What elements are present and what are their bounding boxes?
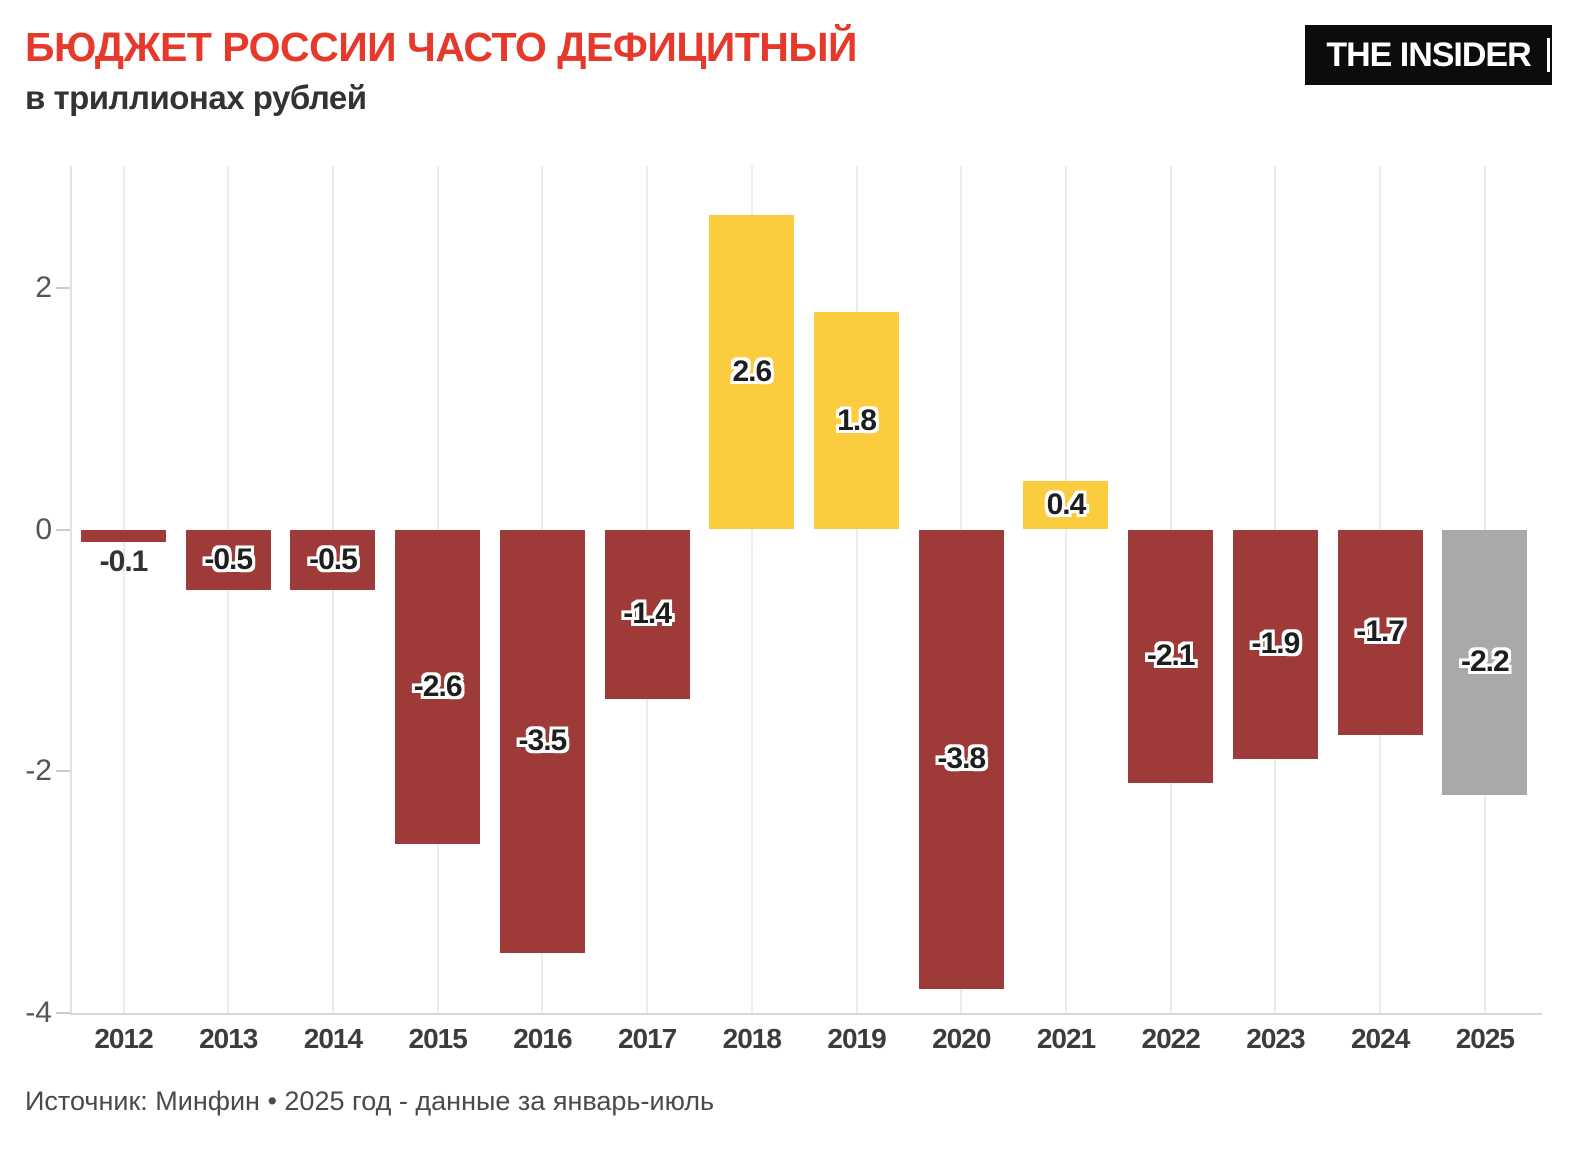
the-insider-logo: THE INSIDER — [1305, 25, 1552, 85]
value-label-2013: -0.5 — [204, 542, 253, 576]
bar-2013 — [185, 529, 271, 590]
value-label-2022: -2.1 — [1146, 639, 1196, 673]
bar-2016 — [499, 529, 585, 953]
bar-2017 — [604, 529, 690, 699]
value-label-2015: -2.6 — [413, 669, 463, 703]
value-label-2024: -1.7 — [1356, 615, 1405, 649]
gridline-2019 — [855, 166, 858, 1013]
x-axis-label-2013: 2013 — [199, 1023, 258, 1054]
gridline-2021 — [1064, 166, 1067, 1013]
x-axis-label-2024: 2024 — [1350, 1023, 1410, 1054]
value-label-2018: 2.6 — [732, 355, 772, 389]
x-axis-label-2023: 2023 — [1246, 1023, 1305, 1054]
bar-2012 — [81, 529, 166, 542]
value-label-2025: -2.2 — [1461, 645, 1510, 679]
logo-cursor-bar — [1547, 38, 1550, 72]
y-axis-line — [70, 166, 72, 1015]
bar-2024 — [1337, 529, 1423, 736]
bar-2021 — [1023, 481, 1109, 530]
x-axis-label-2016: 2016 — [513, 1023, 572, 1054]
x-axis-label-2019: 2019 — [827, 1023, 886, 1054]
y-axis-label: 0 — [35, 512, 52, 546]
value-label-2016: -3.5 — [518, 724, 568, 758]
source-note: Источник: Минфин • 2025 год - данные за … — [25, 1086, 715, 1116]
y-axis-label: -2 — [25, 754, 52, 788]
value-label-2019: 1.8 — [837, 403, 877, 437]
bar-2015 — [395, 529, 481, 844]
logo-text: THE INSIDER — [1326, 35, 1531, 74]
x-axis-label-2015: 2015 — [408, 1023, 468, 1054]
y-tick-0 — [56, 528, 70, 531]
x-axis-label-2017: 2017 — [617, 1023, 677, 1054]
bar-2022 — [1128, 529, 1214, 784]
value-label-2020: -3.8 — [937, 742, 986, 776]
value-label-2023: -1.9 — [1251, 627, 1301, 661]
x-axis-label-2018: 2018 — [722, 1023, 782, 1054]
value-label-2014: -0.5 — [309, 542, 358, 576]
y-tick-2 — [56, 286, 70, 289]
x-axis-label-2020: 2020 — [932, 1023, 991, 1054]
bar-2025 — [1442, 529, 1528, 796]
x-axis-label-2021: 2021 — [1036, 1023, 1096, 1054]
bar-2020 — [918, 529, 1004, 989]
bar-2014 — [290, 529, 376, 590]
y-tick--4 — [56, 1012, 70, 1015]
gridline-2018 — [750, 166, 753, 1013]
value-label-2021: 0.4 — [1046, 488, 1087, 522]
x-axis-line — [70, 1013, 1542, 1015]
value-label-2017: -1.4 — [623, 597, 672, 631]
x-axis-label-2022: 2022 — [1141, 1023, 1201, 1054]
chart-title: БЮДЖЕТ РОССИИ ЧАСТО ДЕФИЦИТНЫЙ — [25, 24, 858, 70]
bar-2018 — [709, 215, 795, 530]
y-axis-label: -4 — [25, 996, 52, 1030]
y-axis-label: 2 — [35, 270, 52, 304]
chart-subtitle: в триллионах рублей — [25, 79, 367, 116]
bar-2019 — [814, 311, 900, 530]
y-tick--2 — [56, 770, 70, 773]
value-label-2012: -0.1 — [99, 544, 149, 578]
gridline-2012 — [122, 166, 125, 1013]
x-axis-label-2012: 2012 — [94, 1023, 153, 1054]
x-axis-label-2014: 2014 — [303, 1023, 363, 1054]
x-axis-label-2025: 2025 — [1455, 1023, 1515, 1054]
bar-2023 — [1232, 529, 1318, 760]
